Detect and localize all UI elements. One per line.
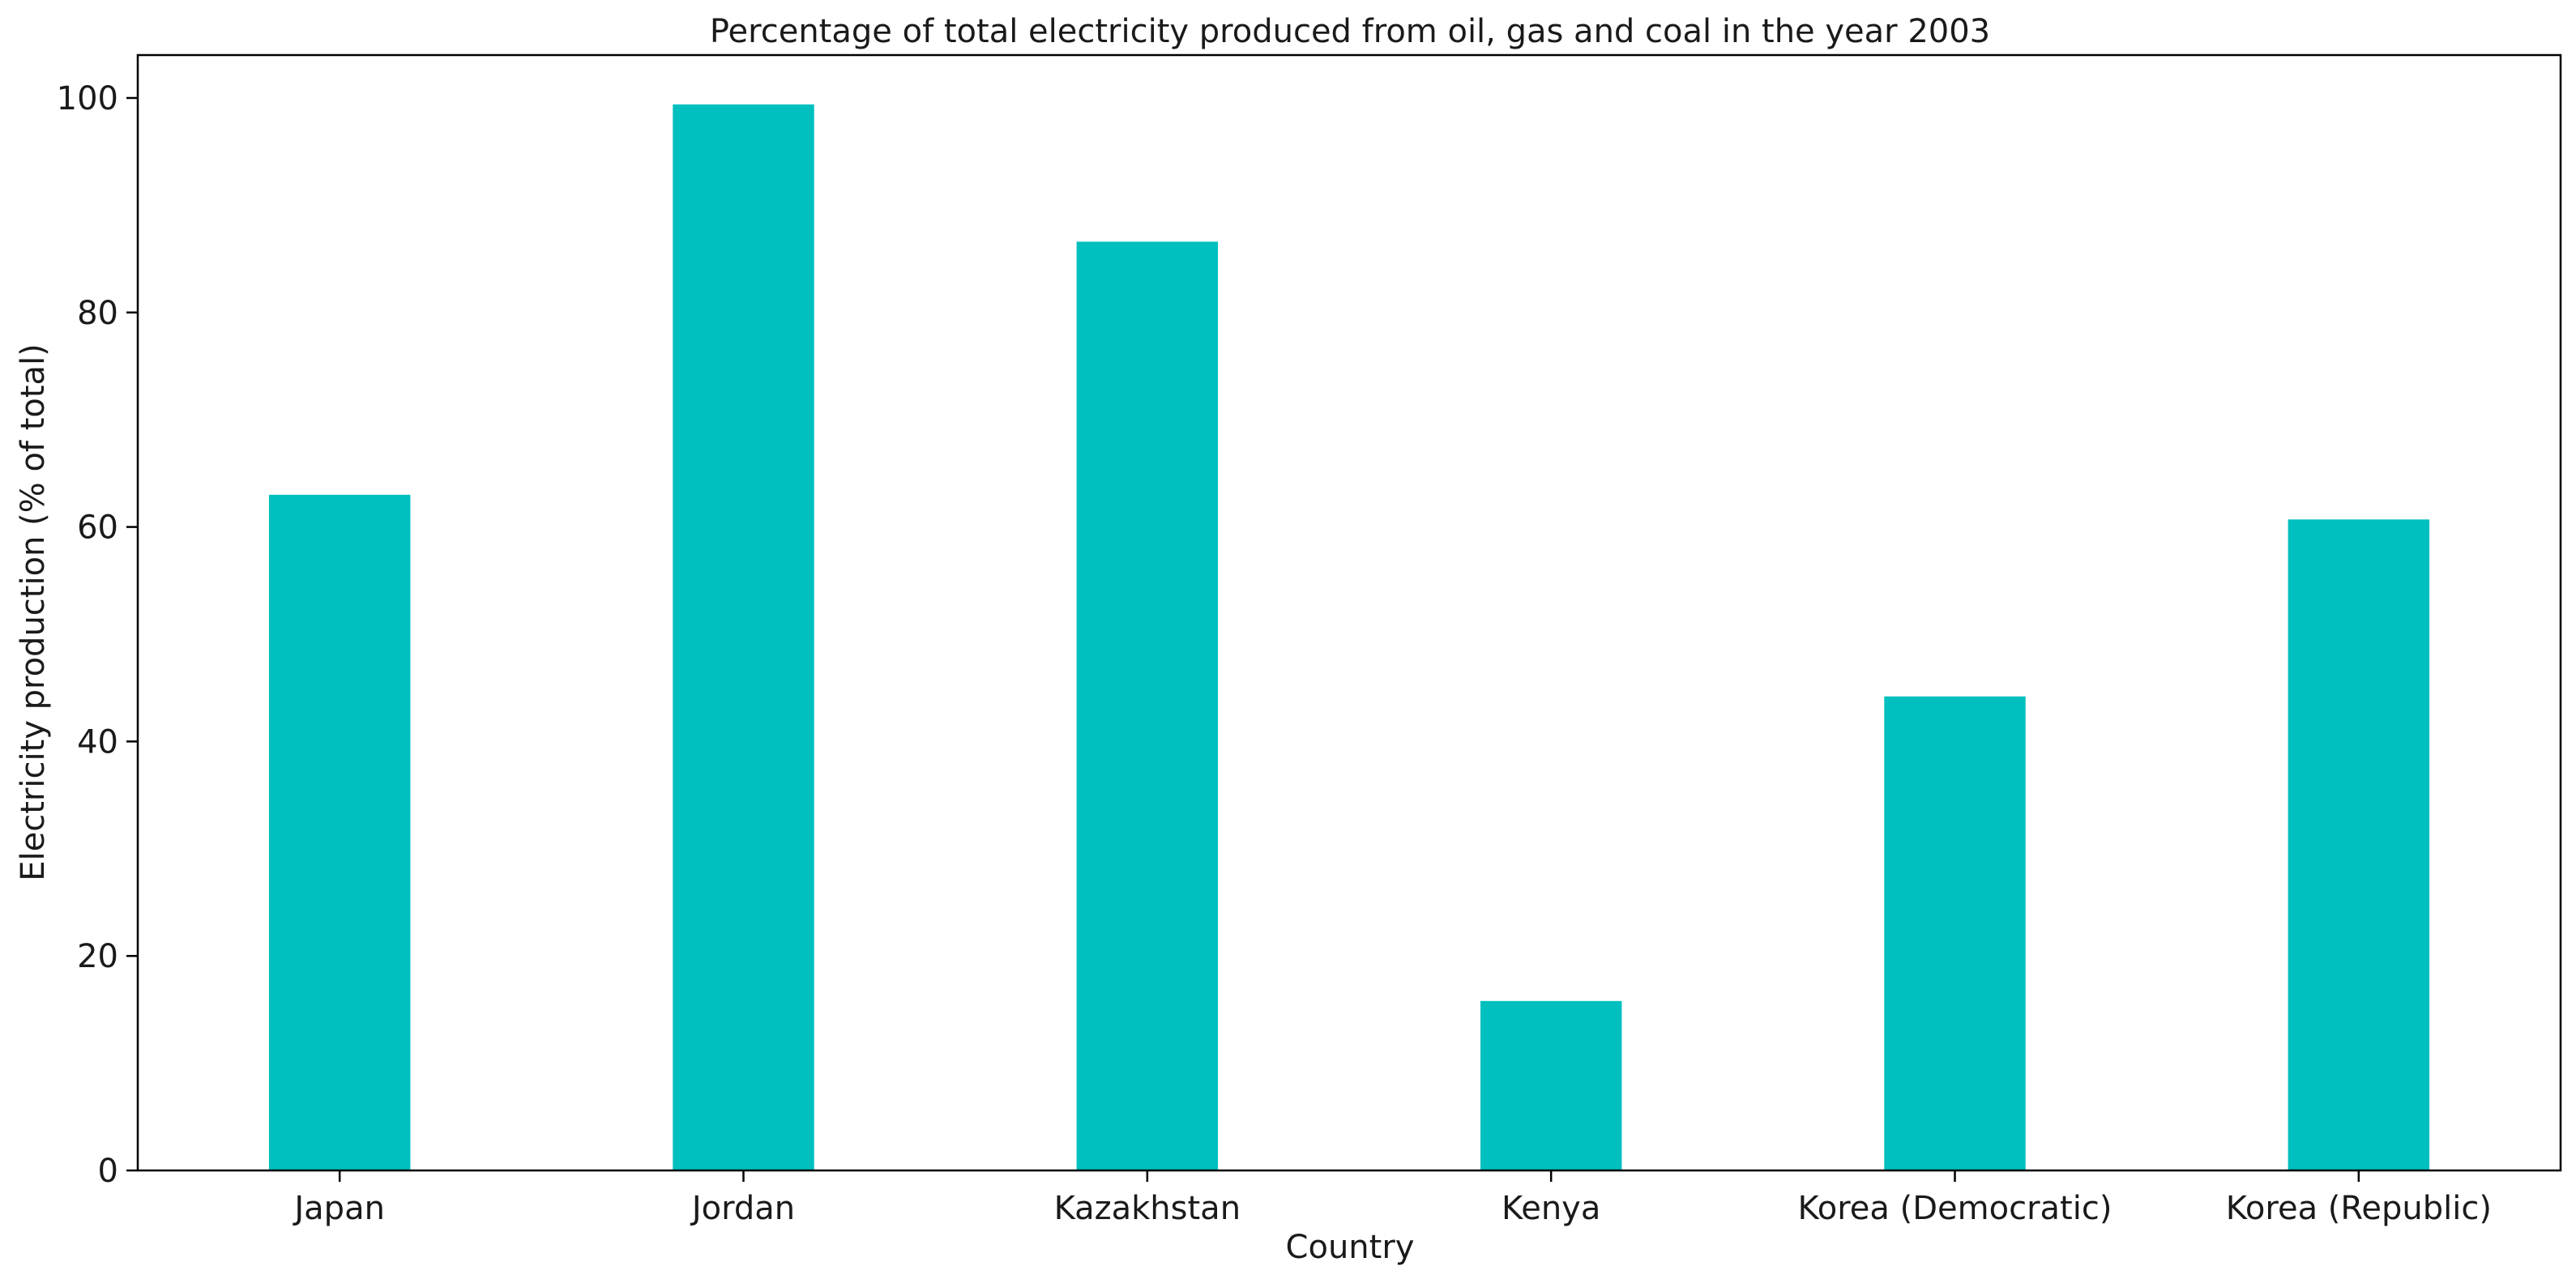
- y-tick-label: 100: [57, 80, 118, 117]
- x-tick-label: Kenya: [1502, 1190, 1600, 1227]
- bar-korea-democratic: [1884, 696, 2026, 1170]
- bar-kazakhstan: [1076, 241, 1219, 1170]
- bar-japan: [268, 494, 411, 1170]
- x-tick-label: Kazakhstan: [1054, 1190, 1241, 1227]
- x-axis-ticks: Japan Jordan Kazakhstan Kenya Korea (Democra…: [292, 1170, 2492, 1227]
- bar-kenya: [1480, 1000, 1622, 1170]
- x-tick-label: Korea (Democratic): [1798, 1190, 2112, 1227]
- y-tick-label: 60: [77, 509, 118, 547]
- bar-korea-republic: [2288, 519, 2430, 1170]
- x-axis-label: Country: [1286, 1229, 1415, 1266]
- bar-jordan: [673, 104, 814, 1170]
- y-axis-label: Electricity production (% of total): [15, 343, 52, 881]
- x-tick-label: Jordan: [690, 1190, 795, 1227]
- bars-layer: [268, 104, 2430, 1170]
- x-tick-label: Japan: [292, 1190, 385, 1227]
- y-tick-label: 0: [98, 1153, 118, 1190]
- plot-frame: [136, 53, 2562, 1172]
- y-tick-label: 40: [77, 723, 118, 761]
- x-tick-label: Korea (Republic): [2226, 1190, 2492, 1227]
- chart-title: Percentage of total electricity produced…: [710, 13, 1990, 50]
- y-tick-label: 80: [77, 295, 118, 332]
- y-tick-label: 20: [77, 938, 118, 975]
- y-axis-ticks: 0 20 40 60 80 100: [57, 80, 138, 1190]
